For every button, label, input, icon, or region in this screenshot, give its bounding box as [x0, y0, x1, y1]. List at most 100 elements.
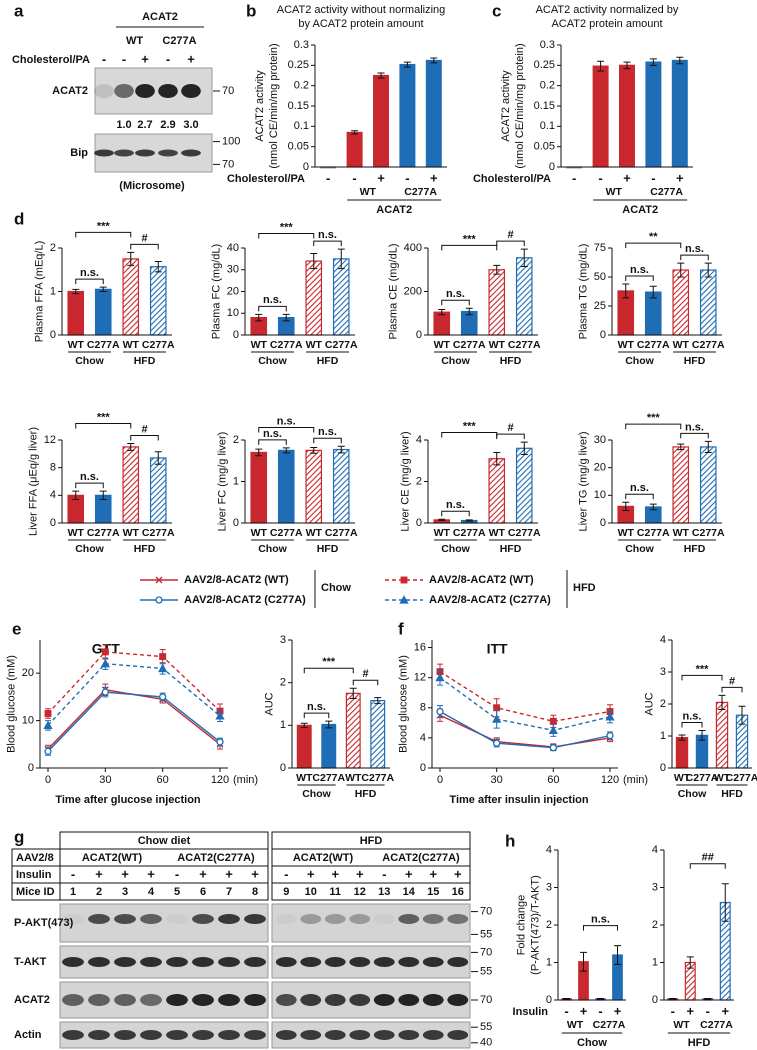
y-tick-label: 400	[404, 242, 422, 254]
blot-band	[300, 994, 322, 1006]
chart-title: ACAT2 activity normalized by	[536, 4, 679, 16]
sign: +	[307, 866, 315, 881]
series-line	[47, 691, 221, 752]
marker	[605, 711, 615, 721]
y-tick-label: 0	[233, 329, 239, 341]
significance: n.s.	[318, 426, 337, 438]
error-bar	[154, 260, 162, 273]
x-tick-label: WT	[434, 527, 451, 539]
mouse-id: 4	[148, 886, 155, 898]
marker	[493, 739, 501, 747]
y-axis-label: (nmol CE/min/mg protein)	[514, 43, 526, 168]
error-bar	[704, 262, 712, 278]
blot-band	[135, 84, 155, 98]
y-axis-label: ACAT2 activity	[500, 70, 512, 142]
marker	[43, 720, 53, 729]
bar	[373, 74, 389, 168]
y-tick-label: 12	[414, 672, 426, 684]
panel-label: g	[14, 827, 24, 846]
significance: ***	[647, 412, 661, 424]
bracket	[75, 422, 132, 429]
bracket	[75, 482, 104, 489]
y-tick-label: 2	[233, 434, 239, 446]
blot-band	[324, 994, 346, 1006]
group-label: Chow	[258, 543, 287, 555]
x-axis-label: Time after glucose injection	[55, 794, 201, 806]
blot-band	[349, 914, 371, 924]
blot-band	[422, 957, 444, 967]
blot	[271, 903, 471, 943]
significance: n.s.	[263, 428, 282, 440]
y-axis-label: Liver FFA (μEq/g liver)	[28, 427, 40, 536]
error-bar	[738, 705, 746, 725]
bar	[644, 291, 662, 336]
sign: +	[454, 866, 462, 881]
bar	[488, 269, 506, 336]
marker	[548, 725, 558, 735]
blot-band	[349, 994, 371, 1006]
mouse-id: 2	[96, 886, 102, 898]
bracket	[303, 667, 354, 674]
marker	[101, 648, 109, 656]
bar	[149, 266, 167, 336]
error-bar	[337, 445, 345, 454]
bar	[305, 449, 323, 524]
panel-label: h	[505, 831, 515, 850]
error-bar	[669, 998, 677, 1000]
x-tick-label: C277A	[508, 339, 541, 351]
sign: -	[598, 1003, 602, 1018]
y-tick-label: 200	[404, 285, 422, 297]
group-label: C277A	[404, 186, 437, 198]
blot-band	[324, 914, 346, 924]
error-bar	[255, 448, 263, 457]
row-label: AAV2/8	[16, 852, 54, 864]
legend-label: AAV2/8-ACAT2 (C277A)	[429, 594, 551, 606]
quantification: 2.9	[160, 119, 175, 131]
significance: n.s.	[80, 471, 99, 483]
y-axis-label: Blood glucose (mM)	[398, 655, 410, 753]
x-axis-label: Chow	[577, 1037, 607, 1049]
x-tick-label: WT	[251, 339, 268, 351]
diet-label: HFD	[360, 835, 383, 847]
x-tick-label: 120	[211, 774, 229, 786]
x-tick-label: WT	[618, 527, 635, 539]
y-axis-label: Plasma TG (mg/dL)	[578, 244, 590, 340]
mouse-id: 13	[378, 886, 390, 898]
y-tick-label: 4	[420, 732, 426, 744]
x-tick-label: WT	[673, 339, 690, 351]
group-label: Chow	[678, 788, 707, 800]
y-tick-label: 0	[600, 329, 606, 341]
group-label: HFD	[317, 543, 339, 555]
sign: +	[721, 1003, 729, 1018]
sign: +	[377, 170, 385, 185]
bar	[370, 699, 386, 769]
sign: -	[598, 170, 602, 185]
sign: -	[706, 1003, 710, 1018]
y-tick-label: 0.3	[294, 39, 309, 51]
y-tick-label: 4	[660, 634, 666, 646]
blot-label: ACAT2	[14, 994, 50, 1006]
group-label: Chow	[302, 788, 331, 800]
construct-label: ACAT2(WT)	[82, 852, 143, 864]
error-bar	[325, 720, 333, 729]
sign: +	[676, 170, 684, 185]
error-bar	[614, 945, 621, 965]
marker-label: 70	[222, 158, 234, 170]
error-bar	[677, 262, 685, 278]
blot-band	[218, 994, 240, 1006]
y-tick-label: 0.25	[288, 59, 309, 71]
x-tick-label: 60	[157, 774, 169, 786]
x-tick-label: C277A	[270, 527, 303, 539]
x-tick-label: WT	[489, 527, 506, 539]
y-tick-label: 3	[652, 881, 658, 893]
marker	[399, 595, 409, 604]
sign: +	[141, 51, 149, 66]
blot-band	[158, 149, 178, 157]
x-unit: (min)	[233, 774, 258, 786]
blot-label: Bip	[70, 147, 88, 159]
bracket	[441, 510, 470, 517]
y-tick-label: 0	[660, 762, 666, 774]
x-tick-label: WT	[345, 772, 362, 784]
marker	[155, 596, 163, 604]
